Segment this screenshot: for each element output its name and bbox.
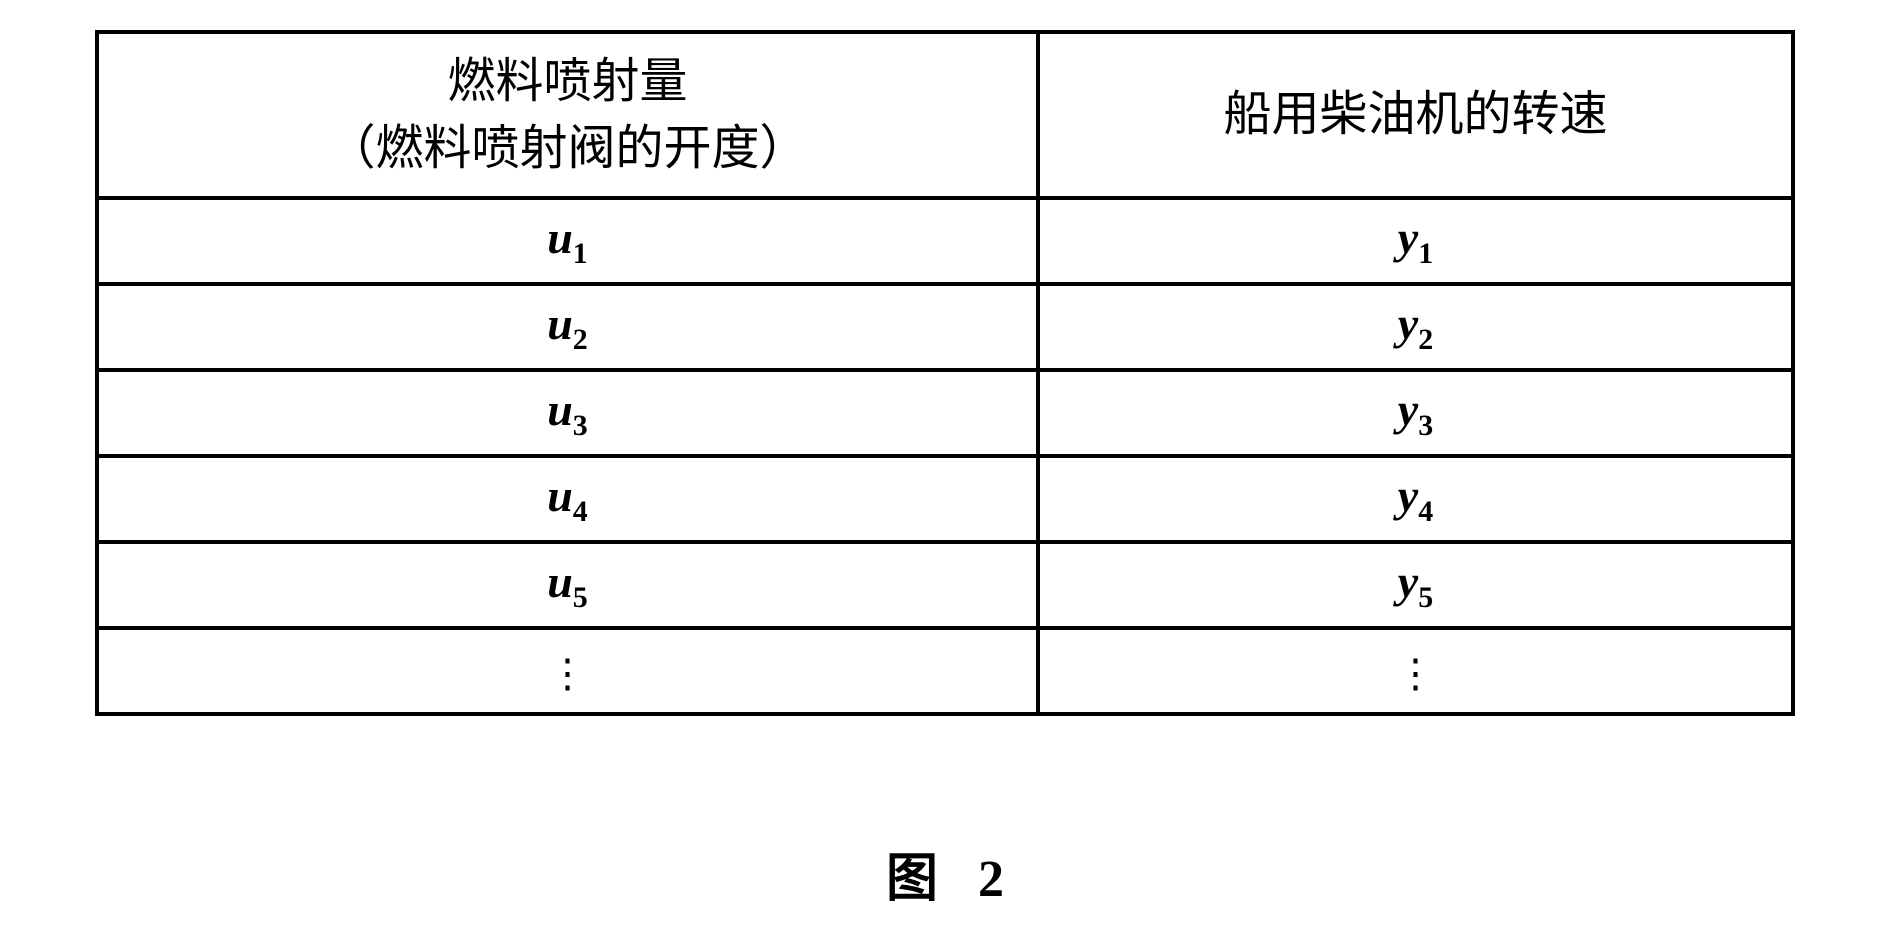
table-header-row: 燃料喷射量 （燃料喷射阀的开度） 船用柴油机的转速: [97, 32, 1793, 198]
table-body: u1 y1 u2 y2 u3 y3 u4 y4 u5 y5 ⋮ ⋮: [97, 198, 1793, 714]
cell-vdots: ⋮: [1038, 628, 1793, 714]
cell-y: y1: [1038, 198, 1793, 284]
caption-number: 2: [978, 851, 1004, 908]
cell-u: u1: [97, 198, 1038, 284]
header-left-line1: 燃料喷射量: [447, 55, 687, 108]
table-row: u2 y2: [97, 284, 1793, 370]
table-row-vdots: ⋮ ⋮: [97, 628, 1793, 714]
cell-y: y3: [1038, 370, 1793, 456]
caption-label: 图: [886, 850, 938, 908]
cell-u: u5: [97, 542, 1038, 628]
table-row: u4 y4: [97, 456, 1793, 542]
header-right-text: 船用柴油机的转速: [1223, 88, 1607, 141]
header-left-line2: （燃料喷射阀的开度）: [327, 122, 807, 175]
figure-caption: 图2: [886, 836, 1004, 911]
cell-u: u2: [97, 284, 1038, 370]
header-cell-right: 船用柴油机的转速: [1038, 32, 1793, 198]
page: 燃料喷射量 （燃料喷射阀的开度） 船用柴油机的转速 u1 y1 u2 y2 u3…: [0, 0, 1890, 952]
data-table: 燃料喷射量 （燃料喷射阀的开度） 船用柴油机的转速 u1 y1 u2 y2 u3…: [95, 30, 1795, 716]
cell-u: u3: [97, 370, 1038, 456]
cell-y: y4: [1038, 456, 1793, 542]
cell-y: y5: [1038, 542, 1793, 628]
table-row: u5 y5: [97, 542, 1793, 628]
cell-u: u4: [97, 456, 1038, 542]
cell-y: y2: [1038, 284, 1793, 370]
cell-vdots: ⋮: [97, 628, 1038, 714]
table-row: u1 y1: [97, 198, 1793, 284]
header-cell-left: 燃料喷射量 （燃料喷射阀的开度）: [97, 32, 1038, 198]
table-row: u3 y3: [97, 370, 1793, 456]
